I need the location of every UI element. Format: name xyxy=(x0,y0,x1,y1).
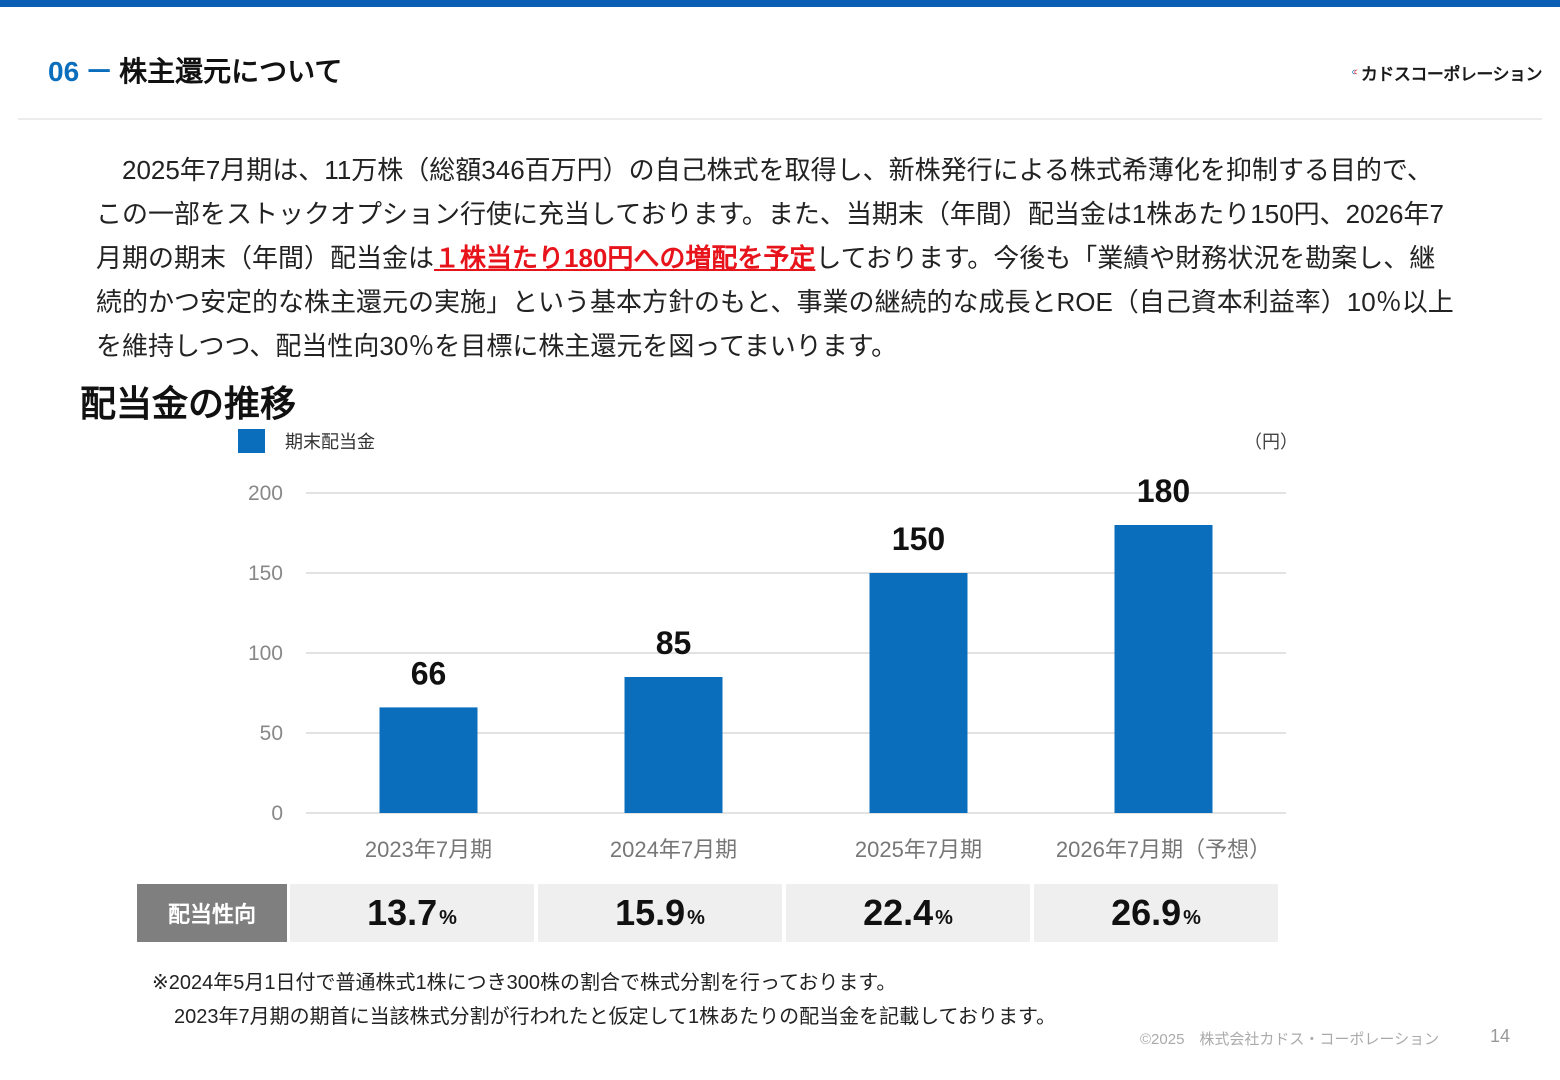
legend-label: 期末配当金 xyxy=(285,432,375,452)
title-dash: － xyxy=(85,56,114,87)
intro-text-after: しております。今後も「業績や財務状況を勘案し、継続的かつ安定的な株主還元の実施」… xyxy=(96,243,1454,361)
bar xyxy=(624,677,723,813)
bar xyxy=(869,573,968,813)
payout-ratio-value: 22.4 xyxy=(863,892,934,933)
header-divider xyxy=(18,118,1542,120)
bar-value-label: 85 xyxy=(656,625,692,661)
payout-ratio-value: 15.9 xyxy=(615,892,686,933)
footnote-line-2: 2023年7月期の期首に当該株式分割が行われたと仮定して1株あたりの配当金を記載… xyxy=(174,1006,1056,1028)
logo-text: カドスコーポレーション xyxy=(1360,64,1543,84)
x-tick-label: 2026年7月期（予想） xyxy=(1056,837,1271,862)
intro-text-before: 2025年7月期は、11万株（総額346百万円）の自己株式を取得し、新株発行によ… xyxy=(96,155,1444,273)
y-tick-label: 0 xyxy=(271,802,283,825)
payout-ratio-cell: 26.9% xyxy=(1034,884,1278,942)
payout-ratio-suffix: % xyxy=(935,906,953,929)
intro-highlight: １株当たり180円への増配を予定 xyxy=(434,243,816,273)
payout-ratio-row: 配当性向 13.7% 15.9% 22.4% 26.9% xyxy=(137,884,1282,942)
y-tick-label: 50 xyxy=(260,722,283,745)
title-text: 株主還元について xyxy=(119,56,343,87)
footnote-line-1: ※2024年5月1日付で普通株式1株につき300株の割合で株式分割を行っておりま… xyxy=(152,972,897,994)
y-tick-label: 200 xyxy=(248,482,283,505)
top-accent-bar xyxy=(0,0,1560,7)
payout-ratio-header: 配当性向 xyxy=(137,884,287,942)
bar xyxy=(1114,525,1213,813)
y-tick-label: 150 xyxy=(248,562,283,585)
x-tick-label: 2025年7月期 xyxy=(855,837,982,862)
intro-paragraph: 2025年7月期は、11万株（総額346百万円）の自己株式を取得し、新株発行によ… xyxy=(96,148,1456,368)
bar-value-label: 150 xyxy=(892,521,945,557)
company-logo: カドスコーポレーション xyxy=(1352,54,1543,90)
payout-ratio-suffix: % xyxy=(1183,906,1201,929)
payout-ratio-cell: 22.4% xyxy=(786,884,1030,942)
payout-ratio-suffix: % xyxy=(687,906,705,929)
bar-value-label: 66 xyxy=(411,655,447,691)
x-tick-label: 2023年7月期 xyxy=(365,837,492,862)
legend-swatch xyxy=(238,429,265,453)
bar-value-label: 180 xyxy=(1137,473,1190,509)
company-logo-swoosh-icon xyxy=(1352,69,1358,75)
page-number: 14 xyxy=(1490,1026,1511,1046)
section-number: 06 xyxy=(48,56,80,87)
y-tick-label: 100 xyxy=(248,642,283,665)
bar xyxy=(379,707,478,813)
copyright: ©2025 株式会社カドス・コーポレーション xyxy=(1140,1031,1440,1048)
chart-legend: 期末配当金 xyxy=(238,428,375,454)
payout-ratio-value: 26.9 xyxy=(1111,892,1182,933)
page-title: 06 －株主還元について xyxy=(48,50,342,90)
payout-ratio-value: 13.7 xyxy=(367,892,438,933)
x-tick-label: 2024年7月期 xyxy=(610,837,737,862)
payout-ratio-suffix: % xyxy=(439,906,457,929)
unit-label: （円） xyxy=(1244,432,1298,452)
payout-ratio-cell: 13.7% xyxy=(290,884,534,942)
section-title: 配当金の推移 xyxy=(80,383,297,424)
payout-ratio-cell: 15.9% xyxy=(538,884,782,942)
